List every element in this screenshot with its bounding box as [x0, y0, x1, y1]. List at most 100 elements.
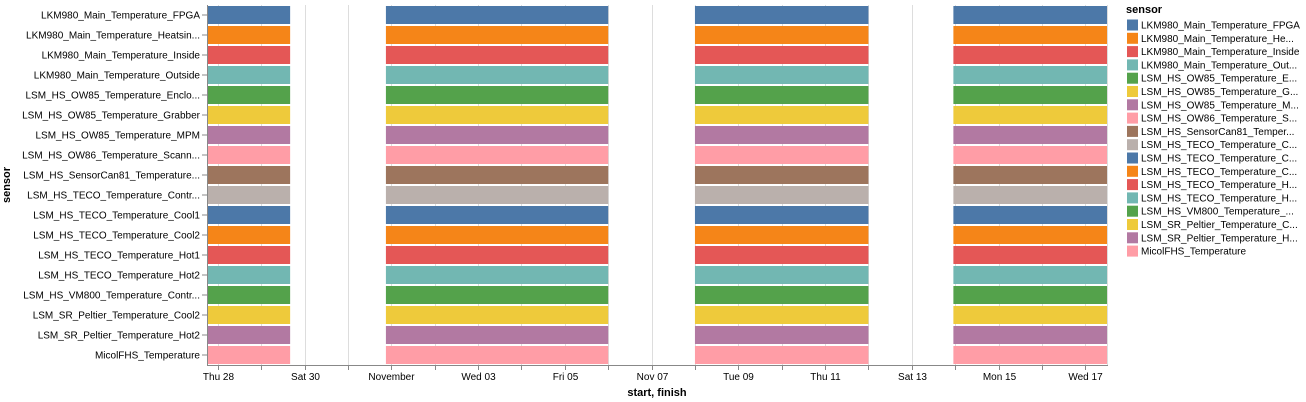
gantt-bar: [694, 86, 869, 104]
gantt-bar: [694, 6, 869, 24]
gantt-bar: [207, 226, 291, 244]
gantt-bar: [953, 46, 1107, 64]
gantt-bar: [207, 126, 291, 144]
gantt-bar: [694, 226, 869, 244]
gantt-bar: [953, 206, 1107, 224]
y-tick-label: LSM_SR_Peltier_Temperature_Cool2: [33, 311, 201, 322]
gantt-bar: [953, 246, 1107, 264]
legend-swatch: [1127, 165, 1138, 177]
gantt-bar: [694, 126, 869, 144]
y-tick-label: LSM_HS_TECO_Temperature_Cool2: [33, 231, 200, 242]
gantt-bar: [207, 46, 291, 64]
legend-label: LKM980_Main_Temperature_He...: [1141, 34, 1294, 45]
x-tick-label: Wed 17: [1068, 372, 1103, 383]
gantt-bar: [207, 206, 291, 224]
gantt-bar: [953, 166, 1107, 184]
gantt-bar: [207, 326, 291, 344]
x-tick-label: Sat 13: [898, 372, 927, 383]
legend-swatch: [1127, 232, 1138, 244]
legend-label: LSM_HS_OW85_Temperature_M...: [1141, 100, 1299, 111]
y-tick-label: LKM980_Main_Temperature_FPGA: [41, 11, 200, 22]
y-tick-label: MicolFHS_Temperature: [95, 351, 200, 362]
gantt-bar: [385, 246, 609, 264]
legend-label: LKM980_Main_Temperature_FPGA: [1141, 21, 1300, 32]
y-tick-label: LKM980_Main_Temperature_Heatsin...: [26, 31, 200, 42]
y-tick-label: LSM_SR_Peltier_Temperature_Hot2: [38, 331, 201, 342]
legend-label: LSM_HS_TECO_Temperature_C...: [1141, 140, 1297, 151]
legend-swatch: [1127, 112, 1138, 124]
gantt-bar: [953, 86, 1107, 104]
x-axis-title: start, finish: [627, 387, 687, 399]
gantt-bar: [953, 226, 1107, 244]
gantt-bar: [207, 186, 291, 204]
y-tick-label: LSM_HS_OW85_Temperature_Enclo...: [25, 91, 200, 102]
y-tick-label: LKM980_Main_Temperature_Inside: [42, 51, 201, 62]
gantt-bar: [694, 186, 869, 204]
y-tick-label: LSM_HS_OW85_Temperature_Grabber: [22, 111, 201, 122]
y-tick-label: LKM980_Main_Temperature_Outside: [34, 71, 201, 82]
gantt-bar: [207, 106, 291, 124]
gantt-bar: [694, 326, 869, 344]
x-tick-label: Tue 09: [723, 372, 754, 383]
gantt-bar: [953, 106, 1107, 124]
gantt-bar: [694, 306, 869, 324]
x-tick-label: Sat 30: [291, 372, 320, 383]
legend-swatch: [1127, 99, 1138, 111]
legend-swatch: [1127, 219, 1138, 230]
gantt-bar: [953, 346, 1107, 364]
legend-swatch: [1127, 19, 1138, 31]
gantt-bar: [207, 286, 291, 304]
gantt-bar: [385, 266, 609, 284]
legend-swatch: [1127, 245, 1138, 257]
y-tick-label: LSM_HS_OW86_Temperature_Scann...: [22, 151, 200, 162]
gantt-bar: [207, 146, 291, 164]
gantt-bar: [694, 266, 869, 284]
gantt-bar: [385, 226, 609, 244]
gantt-bar: [385, 206, 609, 224]
gantt-bar: [207, 86, 291, 104]
legend-swatch: [1127, 125, 1138, 137]
y-tick-label: LSM_HS_TECO_Temperature_Hot2: [38, 271, 200, 282]
gantt-bar: [953, 66, 1107, 84]
legend-swatch: [1127, 139, 1138, 151]
legend-label: LSM_HS_TECO_Temperature_H...: [1141, 193, 1297, 204]
gantt-bar: [207, 166, 291, 184]
x-tick-label: Thu 28: [203, 372, 235, 383]
gantt-bar: [385, 166, 609, 184]
gantt-bar: [385, 6, 609, 24]
legend-swatch: [1127, 86, 1138, 97]
bars: [207, 6, 1107, 364]
gantt-bar: [694, 146, 869, 164]
gantt-bar: [694, 26, 869, 44]
x-tick-label: Nov 07: [637, 372, 669, 383]
legend-swatch: [1127, 192, 1138, 204]
gantt-bar: [385, 26, 609, 44]
gantt-bar: [385, 86, 609, 104]
y-tick-label: LSM_HS_TECO_Temperature_Hot1: [38, 251, 200, 262]
x-axis: Thu 28 Sat 30 November Wed 03 Fri 05 Nov 07 Tu…: [203, 365, 1108, 383]
gantt-bar: [694, 66, 869, 84]
x-tick-label: November: [368, 372, 415, 383]
gantt-bar: [385, 106, 609, 124]
gantt-bar: [694, 346, 869, 364]
y-tick-label: LSM_HS_TECO_Temperature_Contr...: [27, 191, 200, 202]
legend-swatch: [1127, 152, 1138, 164]
legend-swatch: [1127, 179, 1138, 191]
legend: sensor LKM980_Main_Temperature_FPGA LKM98…: [1126, 4, 1300, 258]
gantt-bar: [694, 206, 869, 224]
gantt-bar: [953, 326, 1107, 344]
gantt-bar: [694, 286, 869, 304]
gantt-bar: [953, 6, 1107, 24]
gantt-bar: [385, 126, 609, 144]
gantt-bar: [385, 346, 609, 364]
gantt-bar: [385, 286, 609, 304]
gantt-bar: [207, 246, 291, 264]
x-tick-label: Fri 05: [553, 372, 579, 383]
gantt-bar: [385, 186, 609, 204]
gantt-bar: [953, 126, 1107, 144]
gantt-bar: [207, 66, 291, 84]
x-tick-label: Mon 15: [983, 372, 1017, 383]
gantt-bar: [385, 306, 609, 324]
gantt-bar: [385, 146, 609, 164]
